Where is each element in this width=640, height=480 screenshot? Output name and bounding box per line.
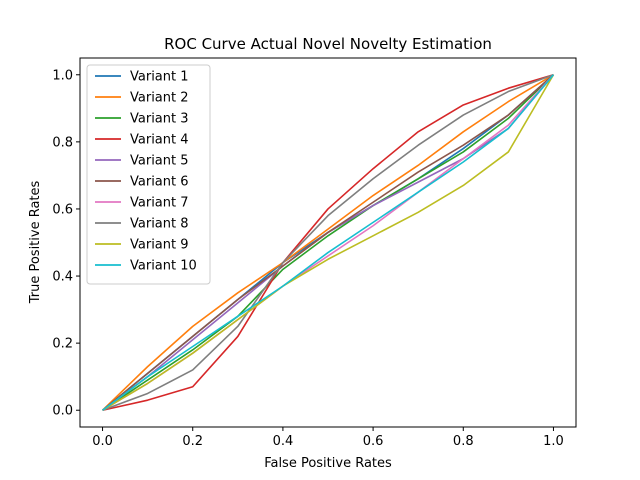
series-line-3 <box>102 74 555 411</box>
series-layer <box>101 74 555 412</box>
chart-title: ROC Curve Actual Novel Novelty Estimatio… <box>164 35 492 53</box>
y-tick-label: 0.0 <box>52 404 73 419</box>
series-line-9 <box>102 74 555 411</box>
x-tick-label: 0.8 <box>453 434 474 449</box>
series-line-8 <box>102 74 554 411</box>
legend-entry-9: Variant 9 <box>130 238 189 253</box>
x-tick-label: 0.2 <box>182 434 203 449</box>
series-line-6 <box>102 74 554 411</box>
x-axis-ticks: 0.0 0.2 0.4 0.6 0.8 1.0 <box>92 427 564 449</box>
series-line-4 <box>102 74 554 412</box>
x-tick-label: 0.6 <box>363 434 384 449</box>
x-axis-label: False Positive Rates <box>264 456 392 471</box>
plot-frame <box>79 57 577 428</box>
legend-entry-8: Variant 8 <box>130 217 189 232</box>
legend-entry-10: Variant 10 <box>130 259 197 274</box>
series-line-2 <box>101 74 554 411</box>
legend-entry-2: Variant 2 <box>130 91 189 106</box>
legend-entry-3: Variant 3 <box>130 112 189 127</box>
legend-entry-4: Variant 4 <box>130 133 189 148</box>
y-tick-label: 0.4 <box>52 270 73 285</box>
y-tick-label: 0.8 <box>52 135 73 150</box>
x-tick-label: 1.0 <box>543 434 564 449</box>
x-tick-label: 0.0 <box>92 434 113 449</box>
x-tick-label: 0.4 <box>273 434 294 449</box>
y-axis-label: True Positive Rates <box>28 180 43 304</box>
y-axis-ticks: 0.0 0.2 0.4 0.6 0.8 1.0 <box>52 68 80 419</box>
y-tick-label: 1.0 <box>52 68 73 83</box>
y-tick-label: 0.2 <box>52 337 73 352</box>
legend: Variant 1 Variant 2 Variant 3 Variant 4 Vari… <box>86 64 211 285</box>
legend-entry-5: Variant 5 <box>130 154 189 169</box>
legend-entry-1: Variant 1 <box>130 70 189 85</box>
legend-entry-7: Variant 7 <box>130 196 189 211</box>
legend-box <box>86 64 211 285</box>
series-line-10 <box>102 74 555 411</box>
legend-entry-6: Variant 6 <box>130 175 189 190</box>
y-tick-label: 0.6 <box>52 202 73 217</box>
